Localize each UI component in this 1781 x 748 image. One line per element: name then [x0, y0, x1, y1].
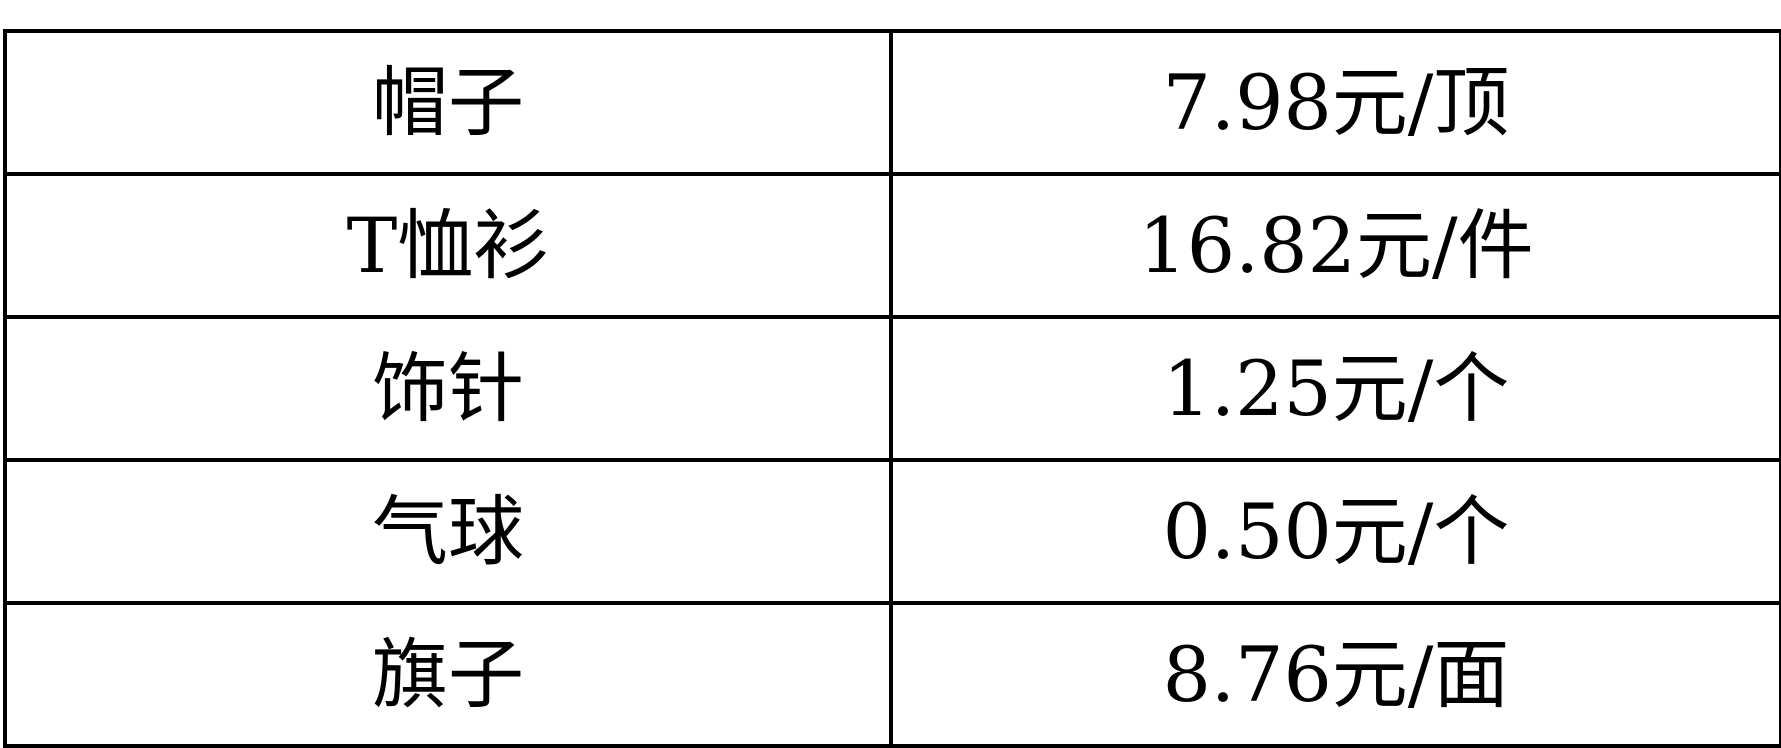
price-cell: 8.76元/面 — [889, 601, 1781, 748]
table-row: 帽子 7.98元/顶 — [3, 29, 1781, 176]
item-cell: 气球 — [3, 458, 893, 605]
table-row: T恤衫 16.82元/件 — [3, 172, 1781, 319]
price-table: 帽子 7.98元/顶 T恤衫 16.82元/件 饰针 1.25元/个 气球 0.… — [3, 29, 1781, 748]
item-cell: 帽子 — [3, 29, 893, 176]
item-cell: T恤衫 — [3, 172, 893, 319]
table-row: 气球 0.50元/个 — [3, 458, 1781, 605]
item-cell: 饰针 — [3, 315, 893, 462]
price-cell: 0.50元/个 — [889, 458, 1781, 605]
table-row: 饰针 1.25元/个 — [3, 315, 1781, 462]
item-cell: 旗子 — [3, 601, 893, 748]
price-cell: 7.98元/顶 — [889, 29, 1781, 176]
price-cell: 1.25元/个 — [889, 315, 1781, 462]
table-row: 旗子 8.76元/面 — [3, 601, 1781, 748]
price-cell: 16.82元/件 — [889, 172, 1781, 319]
